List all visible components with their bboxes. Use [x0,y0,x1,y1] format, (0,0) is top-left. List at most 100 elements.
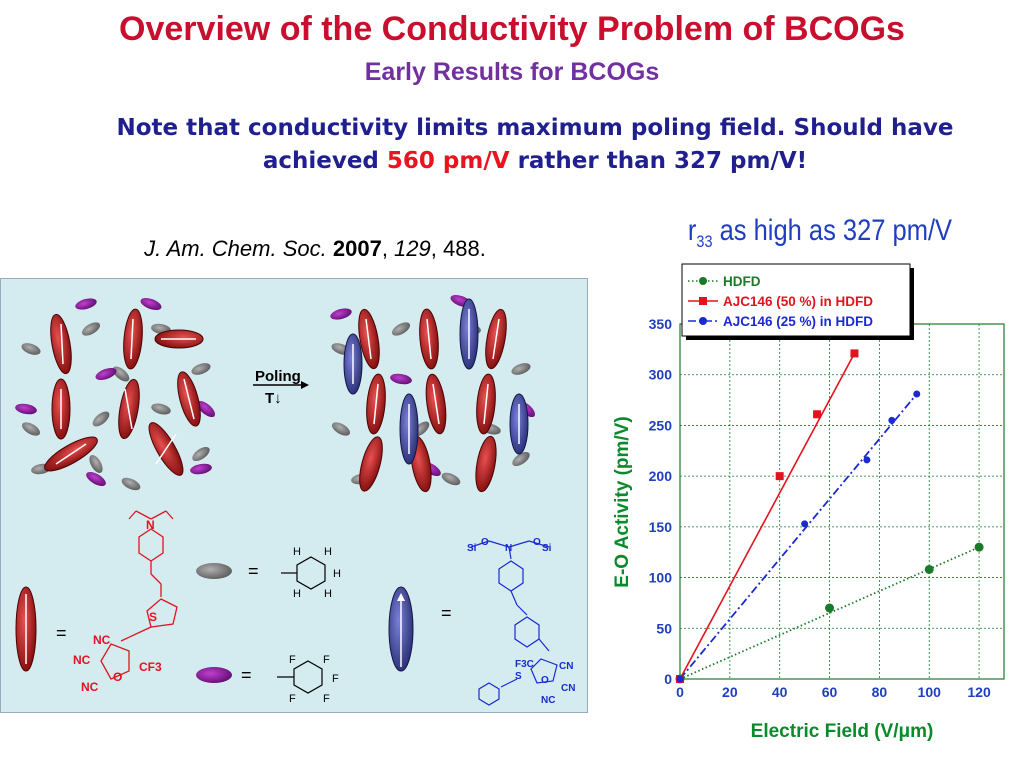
series-2-line [679,393,918,680]
x-tick-label-6: 120 [967,684,991,700]
dye2-label-nc: NC [541,695,555,706]
series-2-point-2 [863,456,871,464]
perfluoro-f-3: F [332,673,339,685]
unpoled-cluster [15,297,216,491]
poled-cluster [330,294,536,493]
x-tick-label-4: 80 [872,684,888,700]
perfluoro-f-4: F [289,693,296,705]
poling-arrow: Poling T↓ [253,368,309,407]
series-1-point-2 [813,410,822,419]
x-tick-label-0: 0 [676,684,684,700]
legend-label-1: AJC146 (50 %) in HDFD [723,294,873,309]
benzene-structure [281,556,326,590]
chart-title-sub: 33 [696,232,713,251]
dye1-structure [100,510,178,680]
benzene-h-3: H [333,568,341,580]
benzene-h-5: H [324,588,332,600]
legend-marker-2 [699,317,707,325]
dye2-label-f3c: F3C [515,659,534,670]
y-tick-label-4: 200 [649,468,673,484]
dye2-structure [470,540,558,706]
axis-ticks: 0 20 40 60 80 100 120 0 50 100 150 200 250 300 350 [649,316,991,700]
chart-title-r: r [687,214,697,247]
chart-title-rest: as high as 327 pm/V [712,214,953,247]
temperature-label: T↓ [265,390,282,407]
data-markers [675,349,984,684]
purple-ellipse-icon [196,667,232,683]
journal-reference: J. Am. Chem. Soc. 2007, 129, 488. [144,236,486,261]
dye1-label-s: S [149,610,157,624]
dye2-label-si2: Si [542,543,552,554]
y-tick-label-7: 350 [649,316,673,332]
y-tick-label-6: 300 [649,367,673,383]
x-tick-label-1: 20 [722,684,738,700]
poling-figure: Poling T↓ [0,278,588,713]
series-0-point-3 [974,542,984,552]
series-1-line [679,353,856,680]
series-2-point-0 [676,675,684,683]
series-1-point-3 [850,349,859,358]
dye1-label-o: O [113,670,122,684]
series-1-point-1 [775,472,784,481]
y-tick-label-3: 150 [649,519,673,535]
note-highlight: 560 pm/V [386,148,510,174]
y-axis-title: E-O Activity (pm/V) [612,416,633,587]
benzene-h-2: H [324,546,332,558]
reference-volume: 129 [394,236,431,261]
legend-marker-1 [699,297,707,305]
dye2-label-o1: O [481,537,489,548]
perfluoro-f-2: F [323,654,330,666]
dye2-label-o3: O [541,675,549,686]
gray-ellipse-icon [196,563,232,579]
note-part2: rather than 327 pm/V! [509,148,808,174]
perfluorobenzene-structure [277,660,323,694]
legend-label-0: HDFD [723,274,761,289]
chart-title: r33 as high as 327 pm/V [667,214,973,252]
y-tick-label-0: 0 [664,671,672,687]
y-tick-label-1: 50 [656,620,672,636]
dye1-label-cf3: CF3 [139,660,162,674]
equals-3: = [241,665,252,685]
perfluoro-f-5: F [323,693,330,705]
benzene-h-1: H [293,546,301,558]
reference-journal: J. Am. Chem. Soc. [144,236,327,261]
dye1-label-n: N [146,518,155,532]
dye1-label-nc2: NC [73,653,91,667]
equals-2: = [248,561,259,581]
poling-figure-svg: Poling T↓ [15,294,575,706]
x-axis-title: Electric Field (V/μm) [751,721,934,742]
series-2-point-3 [888,416,896,424]
series-2-point-1 [801,520,809,528]
series-0-point-1 [825,603,835,613]
equals-1: = [56,623,67,643]
dye2-label-o2: O [533,537,541,548]
y-tick-label-2: 100 [649,570,673,586]
x-tick-label-3: 60 [822,684,838,700]
reference-year: 2007 [332,236,382,261]
note-text: Note that conductivity limits maximum po… [100,112,970,178]
dye2-label-si1: Si [467,543,477,554]
dye1-label-nc1: NC [93,633,111,647]
eo-activity-chart: 0 20 40 60 80 100 120 0 50 100 150 200 250 300 350 Ele… [612,263,1005,742]
dye2-label-n: N [505,543,512,554]
series-0-point-2 [924,564,934,574]
reference-page: 488. [443,236,486,261]
perfluoro-f-1: F [289,654,296,666]
molecule-key: = N S NC NC CF3 O NC = [15,510,575,706]
dye2-label-cn1: CN [559,661,573,672]
page-subtitle: Early Results for BCOGs [364,58,660,86]
dye2-label-s: S [515,671,522,682]
series-2-point-4 [913,390,921,398]
benzene-h-4: H [293,588,301,600]
y-tick-label-5: 250 [649,417,673,433]
note-part1: Note that conductivity limits maximum po… [116,115,954,174]
poling-label: Poling [255,368,301,385]
legend-label-2: AJC146 (25 %) in HDFD [723,314,873,329]
dye1-label-nc3: NC [81,680,99,694]
x-tick-label-5: 100 [918,684,942,700]
legend-marker-0 [699,277,707,285]
equals-4: = [441,603,452,623]
chart-legend: HDFD AJC146 (50 %) in HDFD AJC146 (25 %) i… [681,263,914,340]
page-title: Overview of the Conductivity Problem of … [119,10,905,48]
dye2-label-cn2: CN [561,683,575,694]
